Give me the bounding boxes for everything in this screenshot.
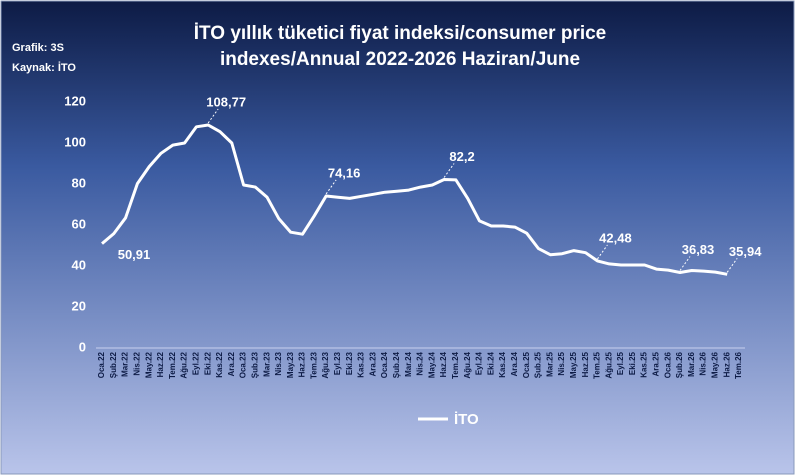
- x-tick-label: Nis.25: [557, 351, 566, 375]
- x-tick-label: Haz.26: [722, 351, 731, 377]
- x-tick-label: Haz.25: [581, 351, 590, 377]
- x-tick-label: Nis.22: [132, 351, 141, 375]
- x-tick-label: Eki.24: [486, 351, 495, 375]
- data-label: 50,91: [118, 247, 151, 262]
- data-label: 74,16: [328, 165, 361, 180]
- x-tick-label: Haz.24: [439, 351, 448, 377]
- x-tick-label: Ağu.22: [180, 351, 189, 378]
- legend-label: İTO: [454, 411, 479, 428]
- x-tick-label: Eyl.25: [616, 351, 625, 375]
- x-tick-label: Nis.26: [699, 351, 708, 375]
- y-tick-label: 40: [72, 257, 86, 272]
- x-tick-label: Ağu.23: [321, 351, 330, 378]
- x-tick-label: Kas.23: [357, 351, 366, 377]
- x-tick-label: Eki.23: [345, 351, 354, 375]
- x-tick-label: Oca.22: [97, 351, 106, 378]
- note: Grafik: 3S: [12, 42, 64, 54]
- x-tick-label: Nis.23: [274, 351, 283, 375]
- y-tick-label: 120: [64, 93, 86, 108]
- x-tick-label: Eki.25: [628, 351, 637, 375]
- x-tick-label: Şub.23: [250, 351, 259, 378]
- x-tick-label: Tem.25: [593, 351, 602, 379]
- x-tick-label: Mar.26: [687, 351, 696, 376]
- chart-title: indexes/Annual 2022-2026 Haziran/June: [220, 49, 580, 70]
- data-label: 36,83: [682, 242, 715, 257]
- x-tick-label: Tem.26: [734, 351, 743, 379]
- data-label: 42,48: [599, 230, 632, 245]
- leader-line: [726, 258, 738, 273]
- x-tick-label: Oca.23: [239, 351, 248, 378]
- y-tick-label: 80: [72, 175, 86, 190]
- x-tick-label: Ara.23: [368, 351, 377, 376]
- x-tick-label: Mar.22: [121, 351, 130, 376]
- leader-line: [207, 108, 219, 124]
- x-tick-label: Ara.24: [510, 351, 519, 376]
- series-line: [101, 123, 728, 276]
- x-tick-label: Tem.24: [451, 351, 460, 379]
- x-tick-label: Kas.22: [215, 351, 224, 377]
- y-tick-label: 20: [72, 298, 86, 313]
- y-tick-label: 60: [72, 216, 86, 231]
- data-label: 108,77: [206, 94, 246, 109]
- x-tick-label: Oca.25: [522, 351, 531, 378]
- leader-line: [597, 244, 608, 260]
- x-tick-label: May.26: [711, 351, 720, 378]
- x-tick-label: Kas.25: [640, 351, 649, 377]
- x-tick-label: Tem.22: [168, 351, 177, 379]
- x-tick-label: Kas.24: [498, 351, 507, 377]
- x-tick-label: Oca.24: [380, 351, 389, 378]
- leader-line: [679, 256, 691, 271]
- x-tick-label: Tem.23: [309, 351, 318, 379]
- y-tick-label: 100: [64, 134, 86, 149]
- x-tick-label: Oca.26: [663, 351, 672, 378]
- x-tick-label: May.24: [427, 351, 436, 378]
- x-tick-label: Nis.24: [416, 351, 425, 375]
- data-label: 82,2: [449, 149, 474, 164]
- x-tick-label: May.22: [144, 351, 153, 378]
- x-tick-label: Ara.25: [652, 351, 661, 376]
- leader-line: [325, 179, 337, 195]
- x-tick-label: Mar.25: [545, 351, 554, 376]
- x-tick-label: Ara.22: [227, 351, 236, 376]
- note: Kaynak: İTO: [12, 61, 76, 74]
- x-tick-label: Mar.23: [262, 351, 271, 376]
- x-tick-label: Ağu.24: [463, 351, 472, 378]
- x-tick-label: Eyl.24: [475, 351, 484, 375]
- x-tick-label: Haz.22: [156, 351, 165, 377]
- x-tick-label: May.25: [569, 351, 578, 378]
- x-tick-label: May.23: [286, 351, 295, 378]
- x-tick-label: Eki.22: [203, 351, 212, 375]
- x-tick-label: Şub.26: [675, 351, 684, 378]
- x-tick-label: Şub.22: [109, 351, 118, 378]
- data-label: 35,94: [729, 244, 762, 259]
- x-tick-label: Eyl.23: [333, 351, 342, 375]
- x-tick-label: Mar.24: [404, 351, 413, 376]
- chart-title: İTO yıllık tüketici fiyat indeksi/consum…: [194, 23, 607, 44]
- x-tick-label: Ağu.25: [604, 351, 613, 378]
- leader-line: [443, 163, 455, 178]
- x-tick-label: Şub.25: [534, 351, 543, 378]
- x-tick-label: Şub.24: [392, 351, 401, 378]
- y-tick-label: 0: [79, 339, 86, 354]
- x-tick-label: Haz.23: [298, 351, 307, 377]
- x-tick-label: Eyl.22: [191, 351, 200, 375]
